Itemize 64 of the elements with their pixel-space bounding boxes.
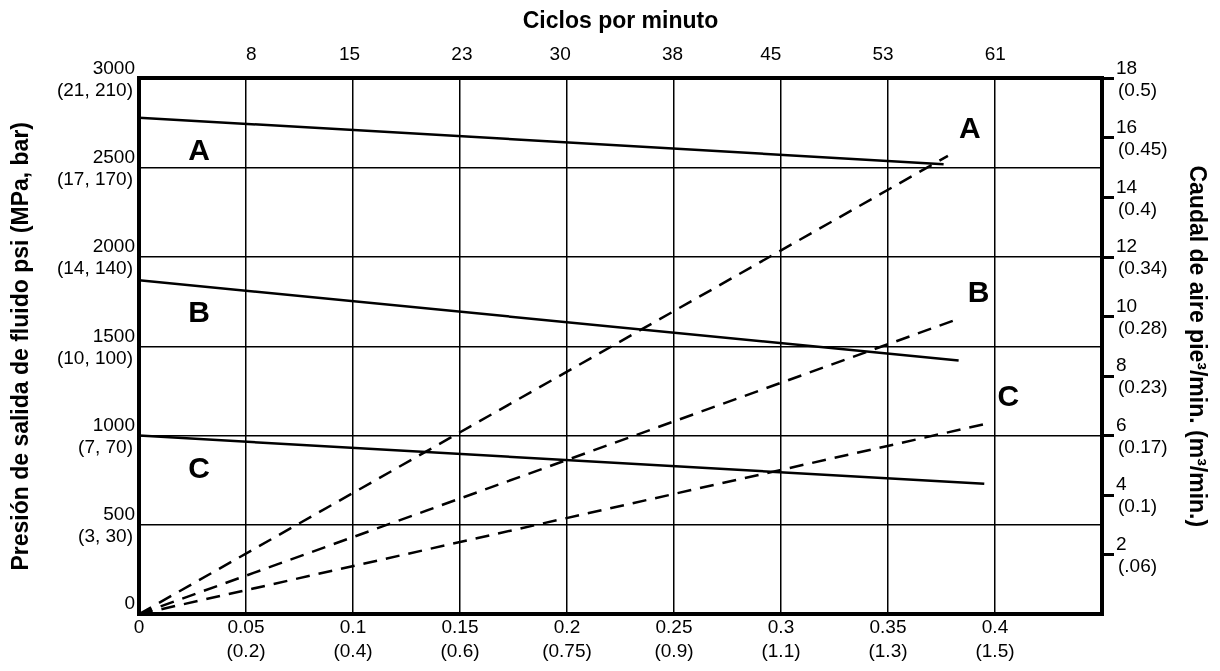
text: (0.17)	[1118, 435, 1168, 457]
y2-tick-label: 2	[1116, 532, 1127, 554]
text: (0.9)	[654, 639, 694, 661]
series-label: C	[997, 378, 1020, 412]
x-tick-label: 0.35	[869, 615, 907, 637]
x2-tick-label: 45	[760, 43, 782, 65]
series-label: C	[188, 450, 210, 484]
x-tick-label: 0.15	[441, 615, 479, 637]
text: (0.1)	[1118, 495, 1158, 517]
y-tick-label: 500	[103, 503, 135, 525]
series-label: A	[959, 111, 981, 145]
text: (.06)	[1118, 554, 1158, 576]
x2-tick-label: 38	[661, 43, 684, 65]
y2-tick-label: 8	[1116, 354, 1127, 376]
x-tick-label: 0.25	[655, 615, 693, 637]
x2-tick-label: 8	[246, 43, 257, 65]
text: (14, 140)	[56, 257, 133, 279]
x2-tick-label: 30	[549, 43, 571, 65]
x2-tick-label: 23	[451, 43, 473, 65]
text: (0.23)	[1118, 376, 1168, 398]
y-tick-label: 3000	[92, 56, 135, 78]
text: (7, 70)	[78, 435, 133, 457]
y2-tick-label: 10	[1116, 294, 1138, 316]
y2-tick-label: 6	[1116, 413, 1127, 435]
y-tick-label: 2000	[92, 235, 135, 257]
text: (1.1)	[761, 639, 801, 661]
x2-tick-label: 53	[872, 43, 894, 65]
y2-tick-label: 16	[1116, 116, 1138, 138]
y-axis-title: Presión de salida de fluido psi (MPa, bar)	[7, 122, 34, 571]
text: (3, 30)	[78, 525, 133, 547]
x-tick-label: 0.2	[553, 615, 581, 637]
x2-tick-label: 61	[984, 43, 1006, 65]
text: (0.4)	[1118, 197, 1158, 219]
y2-axis-title: Caudal de aire pie³/min. (m³/min.)	[1184, 165, 1211, 528]
text: (1.3)	[868, 639, 908, 661]
y-tick-label: 1000	[92, 413, 135, 435]
x2-axis-title: Ciclos por minuto	[522, 7, 719, 34]
x-tick-label: 0.3	[767, 615, 795, 637]
x-tick-label: 0.1	[339, 615, 367, 637]
text: (0.2)	[226, 639, 266, 661]
text: (0.5)	[1118, 78, 1158, 100]
text: (0.75)	[542, 639, 592, 661]
text: (0.4)	[333, 639, 373, 661]
series-label: A	[188, 132, 210, 166]
y-tick-label: 1500	[92, 324, 135, 346]
text: (0.34)	[1118, 257, 1168, 279]
y2-tick-label: 4	[1116, 473, 1127, 495]
y-tick-label: 2500	[92, 145, 135, 167]
x2-tick-label: 15	[339, 43, 361, 65]
text: (17, 170)	[56, 167, 133, 189]
text: (0.45)	[1118, 138, 1168, 160]
text: (21, 210)	[56, 78, 133, 100]
text: (0.6)	[440, 639, 480, 661]
y-tick-label: 0	[124, 592, 135, 614]
x-tick-label: 0.4	[981, 615, 1009, 637]
y2-tick-label: 18	[1116, 56, 1138, 78]
series-label: B	[967, 274, 990, 308]
x-tick-label: 0.05	[227, 615, 265, 637]
series-label: B	[188, 295, 210, 329]
text: (10, 100)	[56, 346, 133, 368]
y2-tick-label: 12	[1116, 235, 1138, 257]
text: (0.28)	[1118, 316, 1168, 338]
y2-tick-label: 14	[1116, 175, 1138, 197]
text: (1.5)	[975, 639, 1015, 661]
